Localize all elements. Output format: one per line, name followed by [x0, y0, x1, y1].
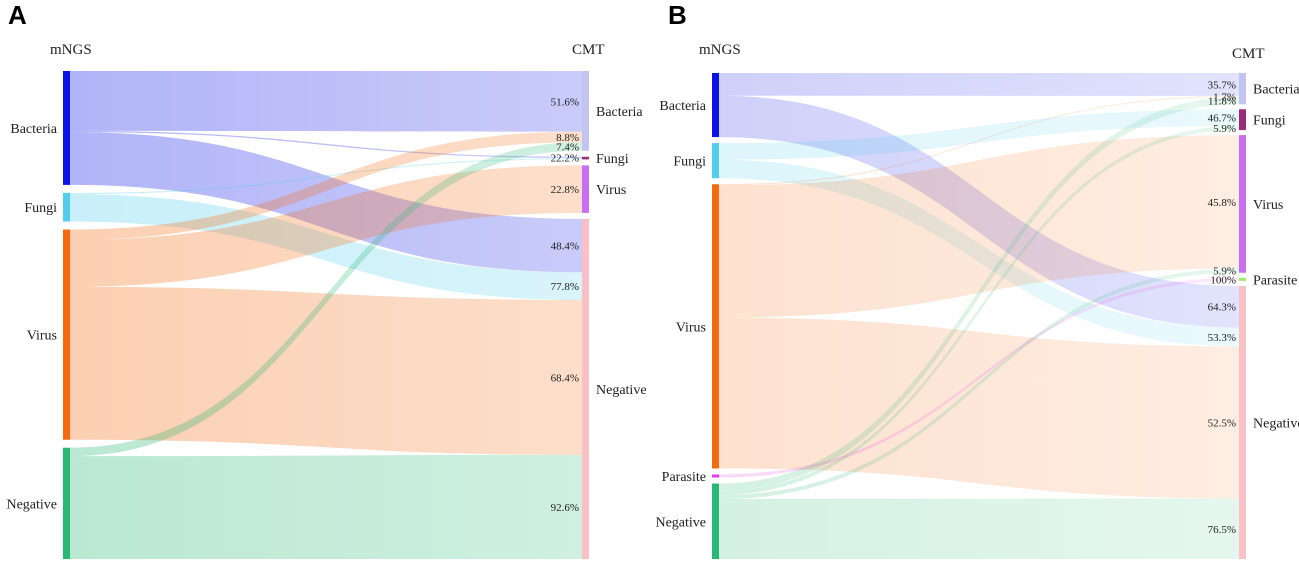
node-mngs-virus — [63, 229, 70, 440]
label-cmt-bacteria: Bacteria — [596, 105, 643, 120]
panel-1-percent-labels: 35.7% 64.3% 46.7% 53.3% 1.7% 45.8% 52.5% 100% 11… — [1208, 79, 1236, 535]
label-cmt-virus: Virus — [596, 183, 626, 198]
node-mngs-fungi — [712, 143, 719, 179]
link-bacteria-to-negative — [70, 132, 582, 273]
panel-0-percent-labels: 51.6% 22.2% 48.4% 77.8% 8.8% 22.8% 68.4% 7.4% 92… — [551, 96, 579, 514]
link-bacteria-to-bacteria — [70, 71, 582, 132]
panel-0-nodes: Bacteria Fungi Virus Negative Bacteria Fungi V… — [6, 71, 647, 559]
panel-b-left-title: mNGS — [699, 42, 741, 58]
pct-bacteria-to-bacteria: 35.7% — [1208, 79, 1236, 91]
node-cmt-fungi — [582, 156, 589, 160]
pct-negative-to-negative: 92.6% — [551, 502, 579, 514]
pct-negative-to-fungi: 5.9% — [1213, 123, 1236, 135]
label-mngs-fungi: Fungi — [673, 155, 706, 170]
label-cmt-fungi: Fungi — [1253, 114, 1286, 129]
link-negative-to-negative — [70, 454, 582, 559]
node-mngs-parasite — [712, 474, 719, 478]
panel-b-letter: B — [668, 0, 687, 30]
node-mngs-fungi — [63, 192, 70, 222]
label-mngs-negative: Negative — [655, 515, 706, 530]
node-cmt-parasite — [1239, 277, 1246, 281]
panel-b-right-title: CMT — [1232, 46, 1265, 62]
node-mngs-negative — [63, 447, 70, 559]
panel-1-links — [719, 73, 1239, 559]
node-mngs-bacteria — [63, 71, 70, 185]
link-bacteria-to-bacteria — [719, 73, 1239, 96]
pct-fungi-to-negative: 53.3% — [1208, 332, 1236, 344]
panel-a-right-title: CMT — [572, 42, 605, 58]
link-bacteria-to-fungi — [70, 130, 582, 159]
link-negative-to-fungi — [719, 125, 1239, 495]
label-mngs-negative: Negative — [6, 497, 57, 512]
label-mngs-parasite: Parasite — [662, 470, 706, 485]
label-cmt-fungi: Fungi — [596, 152, 629, 167]
link-negative-to-bacteria — [70, 142, 582, 457]
label-cmt-parasite: Parasite — [1253, 273, 1297, 288]
pct-fungi-to-fungi: 46.7% — [1208, 113, 1236, 125]
pct-virus-to-negative: 52.5% — [1208, 417, 1236, 429]
label-cmt-bacteria: Bacteria — [1253, 83, 1299, 98]
node-mngs-negative — [712, 483, 719, 559]
pct-fungi-to-negative: 77.8% — [551, 281, 579, 293]
pct-virus-to-negative: 68.4% — [551, 372, 579, 384]
label-cmt-virus: Virus — [1253, 198, 1283, 213]
pct-negative-to-negative: 76.5% — [1208, 524, 1236, 536]
panel-1-nodes: Bacteria Fungi Virus Parasite Negative Bacter… — [655, 73, 1299, 559]
pct-negative-to-bacteria: 11.8% — [1208, 96, 1236, 108]
link-virus-to-bacteria — [719, 95, 1239, 186]
pct-bacteria-to-fungi: 22.2% — [551, 152, 579, 164]
label-mngs-virus: Virus — [676, 320, 706, 335]
sankey-panel-b: B mNGS CMT Bacteria Fungi Virus Parasite Neg… — [655, 0, 1299, 559]
node-cmt-bacteria — [1239, 73, 1246, 105]
link-parasite-to-parasite — [719, 277, 1239, 478]
label-mngs-bacteria: Bacteria — [10, 122, 57, 137]
link-virus-to-negative — [70, 286, 582, 455]
label-cmt-negative: Negative — [1253, 416, 1299, 431]
panel-0-links — [70, 71, 582, 559]
link-negative-to-virus — [719, 268, 1239, 500]
node-cmt-fungi — [1239, 109, 1246, 131]
link-virus-to-virus — [70, 165, 582, 287]
label-cmt-negative: Negative — [596, 383, 647, 398]
node-cmt-bacteria — [582, 71, 589, 151]
pct-bacteria-to-bacteria: 51.6% — [551, 96, 579, 108]
pct-virus-to-virus: 45.8% — [1208, 197, 1236, 209]
node-cmt-virus — [1239, 135, 1246, 273]
panel-a-letter: A — [8, 0, 27, 30]
node-mngs-virus — [712, 184, 719, 469]
pct-virus-to-bacteria: 1.7% — [1213, 91, 1236, 103]
node-mngs-bacteria — [712, 73, 719, 138]
link-virus-to-virus — [719, 135, 1239, 318]
label-mngs-virus: Virus — [27, 329, 57, 344]
sankey-panel-a: A mNGS CMT BacteriaFungiVirusNegativeBac… — [6, 0, 647, 559]
node-cmt-negative — [582, 218, 589, 559]
pct-negative-to-virus: 5.9% — [1213, 266, 1236, 278]
pct-virus-to-bacteria: 8.8% — [556, 132, 579, 144]
link-fungi-to-fungi — [719, 109, 1239, 160]
panel-a-left-title: mNGS — [50, 42, 92, 58]
link-virus-to-bacteria — [70, 131, 582, 240]
pct-bacteria-to-negative: 64.3% — [1208, 302, 1236, 314]
node-cmt-negative — [1239, 285, 1246, 559]
pct-negative-to-bacteria: 7.4% — [556, 141, 579, 153]
link-negative-to-bacteria — [719, 96, 1239, 491]
label-mngs-bacteria: Bacteria — [659, 99, 706, 114]
link-fungi-to-fungi — [70, 158, 582, 195]
link-negative-to-negative — [719, 498, 1239, 559]
node-cmt-virus — [582, 165, 589, 213]
label-mngs-fungi: Fungi — [24, 201, 57, 216]
pct-parasite-to-parasite: 100% — [1210, 274, 1236, 286]
pct-virus-to-virus: 22.8% — [551, 184, 579, 196]
pct-bacteria-to-negative: 48.4% — [551, 241, 579, 253]
